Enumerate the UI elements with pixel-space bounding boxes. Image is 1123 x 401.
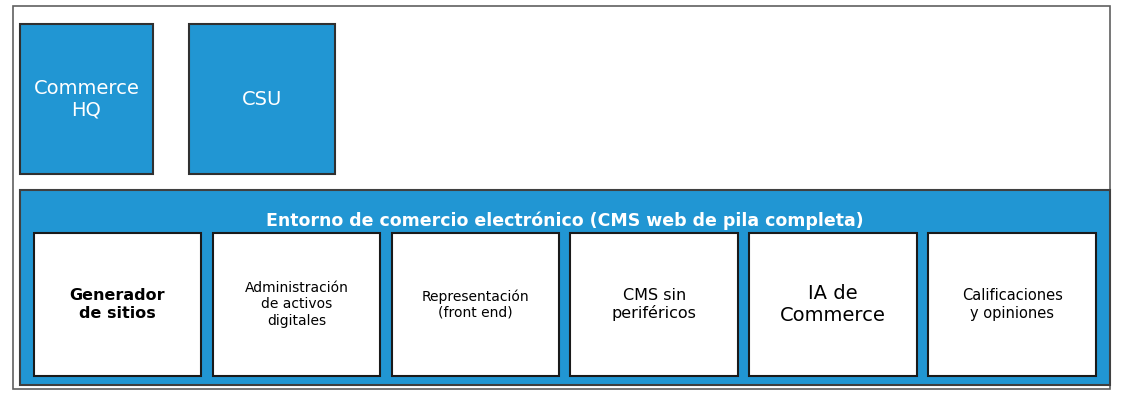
Bar — [929, 233, 1096, 376]
Text: Commerce
HQ: Commerce HQ — [34, 79, 139, 120]
Bar — [749, 233, 917, 376]
Bar — [34, 233, 201, 376]
Bar — [20, 24, 153, 174]
Text: CSU: CSU — [241, 90, 282, 109]
Text: Calificaciones
y opiniones: Calificaciones y opiniones — [961, 288, 1062, 320]
Bar — [212, 233, 381, 376]
Bar — [20, 190, 1110, 385]
Bar — [392, 233, 559, 376]
Bar — [570, 233, 738, 376]
Text: CMS sin
periféricos: CMS sin periféricos — [612, 288, 696, 321]
Text: Generador
de sitios: Generador de sitios — [70, 288, 165, 320]
Text: Representación
(front end): Representación (front end) — [421, 289, 529, 320]
Bar — [189, 24, 335, 174]
Text: Entorno de comercio electrónico (CMS web de pila completa): Entorno de comercio electrónico (CMS web… — [266, 211, 864, 230]
Text: IA de
Commerce: IA de Commerce — [780, 284, 886, 325]
Text: Administración
de activos
digitales: Administración de activos digitales — [245, 281, 348, 328]
